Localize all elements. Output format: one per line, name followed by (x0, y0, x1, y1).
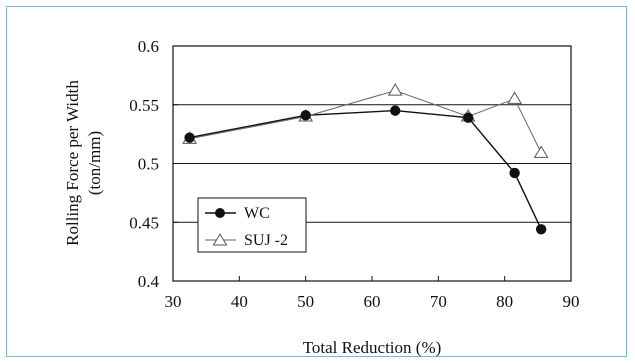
figure-frame (6, 6, 627, 357)
y-tick-label: 0.5 (138, 155, 159, 174)
x-tick-label: 60 (364, 292, 381, 311)
legend-marker-suj2 (212, 233, 228, 246)
x-tick-label: 90 (563, 292, 580, 311)
point-suj2 (533, 145, 549, 158)
x-axis-title: Total Reduction (%) (303, 338, 442, 357)
legend-marker-wc (215, 208, 225, 218)
tick-marks (172, 45, 572, 282)
point-wc (462, 112, 474, 123)
series-line-0 (189, 109, 542, 230)
x-tick-label: 40 (231, 292, 248, 311)
point-suj2 (387, 83, 403, 96)
series-markers (182, 83, 549, 235)
x-tick-label: 80 (496, 292, 513, 311)
legend: WC SUJ -2 (197, 197, 307, 253)
point-suj2 (507, 91, 522, 104)
x-tick-label: 50 (297, 292, 314, 311)
x-tick-labels: 30 40 50 60 70 80 90 (165, 292, 580, 311)
point-wc (390, 105, 401, 116)
point-wc (509, 167, 520, 179)
y-tick-labels: 0.4 0.45 0.5 0.55 0.6 (129, 37, 159, 291)
y-tick-label: 0.55 (129, 96, 159, 115)
x-tick-label: 70 (430, 292, 447, 311)
point-wc (300, 110, 311, 121)
series-line-1 (189, 90, 542, 154)
legend-label-wc: WC (244, 205, 270, 222)
y-tick-label: 0.45 (129, 213, 159, 232)
y-tick-label: 0.4 (138, 272, 160, 291)
y-axis-title-line1: Rolling Force per Width (63, 80, 82, 246)
point-wc (535, 224, 547, 235)
x-tick-label: 30 (165, 292, 182, 311)
y-tick-label: 0.6 (138, 37, 159, 56)
y-axis-title-line2: (ton/mm) (85, 131, 104, 195)
series-lines (189, 90, 542, 230)
point-wc (184, 132, 195, 143)
legend-label-suj2: SUJ -2 (244, 232, 288, 249)
